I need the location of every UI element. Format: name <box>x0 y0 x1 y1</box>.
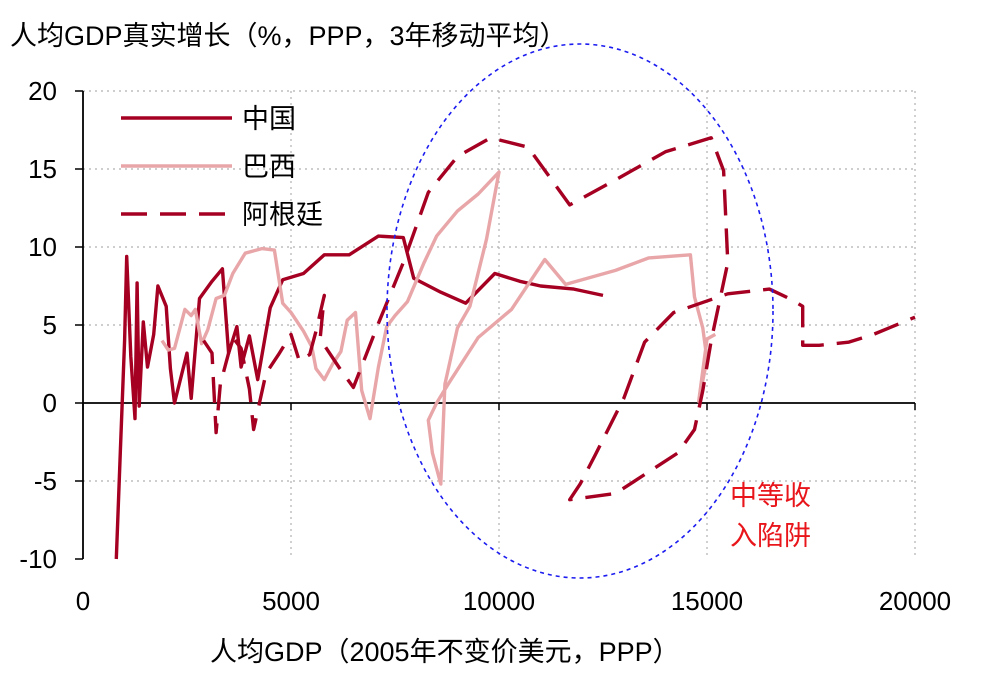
series-line-1 <box>114 234 604 560</box>
y-tick-label: 5 <box>43 310 57 340</box>
highlight-ellipse <box>386 43 774 579</box>
y-tick-label: 20 <box>28 76 57 106</box>
x-tick-label: 20000 <box>879 586 951 616</box>
x-tick-label: 5000 <box>262 586 320 616</box>
annotation-text: 中等收 <box>730 481 811 511</box>
y-tick-label: 0 <box>43 388 57 418</box>
series-line-2 <box>160 170 717 486</box>
legend-label-3: 阿根廷 <box>242 200 323 230</box>
legend-label-2: 巴西 <box>242 152 296 182</box>
x-tick-label: 0 <box>76 586 90 616</box>
x-axis-title: 人均GDP（2005年不变价美元，PPP） <box>210 637 680 667</box>
y-tick-label: 15 <box>28 154 57 184</box>
series-group <box>114 136 916 560</box>
legend-label-1: 中国 <box>242 104 296 134</box>
x-tick-label: 10000 <box>463 586 535 616</box>
axes: 20 15 10 5 0 -5 -10 0 5000 10000 15000 20000 <box>19 76 951 616</box>
y-tick-label: -5 <box>34 466 57 496</box>
y-tick-label: 10 <box>28 232 57 262</box>
x-tick-label: 15000 <box>671 586 743 616</box>
annotation-text: 入陷阱 <box>730 521 811 551</box>
chart-title: 人均GDP真实增长（%，PPP，3年移动平均） <box>10 21 567 51</box>
grid <box>83 90 916 559</box>
y-tick-label: -10 <box>19 544 57 574</box>
series-line-3 <box>202 136 916 502</box>
